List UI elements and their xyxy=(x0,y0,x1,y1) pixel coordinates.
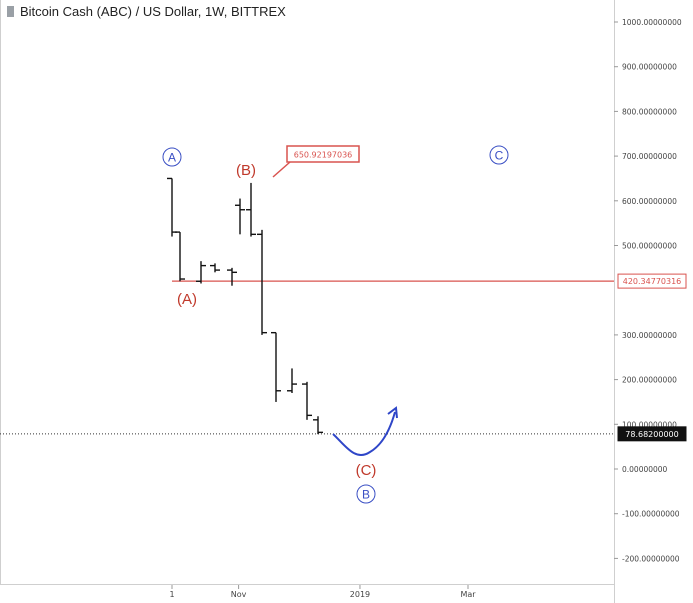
arrowhead-icon xyxy=(387,406,398,419)
wave-circle xyxy=(162,147,182,167)
wave-circle xyxy=(489,145,509,165)
price-axis: 1000.00000000 900.00000000 800.00000000 700… xyxy=(614,18,682,563)
resistance-price-tag xyxy=(617,273,687,289)
ohlc-bar xyxy=(210,263,220,273)
ohlc-bars xyxy=(167,177,323,435)
ohlc-bar xyxy=(313,416,323,435)
y-tick-label: -100.00000000 xyxy=(622,510,680,519)
x-tick-label: Mar xyxy=(460,590,476,599)
wave-label-paren-b: (B) xyxy=(236,162,256,179)
wave-label-text: A xyxy=(168,151,176,165)
current-price-tag xyxy=(617,426,687,442)
wave-label-text: B xyxy=(362,488,370,502)
callout-pointer xyxy=(272,161,291,178)
y-tick-label: 600.00000000 xyxy=(622,197,677,206)
projection-arrow xyxy=(332,406,398,456)
ohlc-bar xyxy=(235,198,245,235)
time-axis: 1 Nov 2019 Mar xyxy=(169,585,476,599)
y-tick-label: 900.00000000 xyxy=(622,63,677,72)
ohlc-bar xyxy=(302,381,312,420)
wave-label-paren-c: (C) xyxy=(356,462,377,479)
y-tick-label: 300.00000000 xyxy=(622,331,677,340)
ohlc-bar xyxy=(257,229,267,335)
price-tag-label: 420.34770316 xyxy=(623,277,682,286)
wave-label-circled-c: C xyxy=(489,145,509,165)
drag-handle-icon[interactable] xyxy=(7,6,14,17)
price-callout: 650.92197036 xyxy=(272,145,360,178)
horizontal-lines: 420.34770316 78.68200000 xyxy=(0,273,687,442)
x-tick-label: 2019 xyxy=(350,590,370,599)
y-tick-label: 200.00000000 xyxy=(622,376,677,385)
y-tick-label: 800.00000000 xyxy=(622,107,677,116)
wave-circle xyxy=(356,484,376,504)
y-tick-label: 100.00000000 xyxy=(622,420,677,429)
chart-title: Bitcoin Cash (ABC) / US Dollar, 1W, BITT… xyxy=(20,4,286,19)
x-tick-label: Nov xyxy=(231,590,247,599)
y-tick-label: 0.00000000 xyxy=(622,465,668,474)
ohlc-bar xyxy=(271,331,281,402)
ohlc-bar xyxy=(287,368,297,394)
wave-label-circled-a: A xyxy=(162,147,182,167)
wave-label-circled-b: B xyxy=(356,484,376,504)
ohlc-bar xyxy=(175,231,185,282)
wave-label-paren-a: (A) xyxy=(177,291,197,308)
x-tick-label: 1 xyxy=(169,590,174,599)
y-tick-label: 500.00000000 xyxy=(622,242,677,251)
callout-box xyxy=(286,145,360,163)
projection-curve xyxy=(332,411,396,456)
price-tag-label: 78.68200000 xyxy=(625,430,678,439)
y-tick-label: 1000.00000000 xyxy=(622,18,682,27)
ohlc-bar xyxy=(246,182,256,237)
wave-label-text: C xyxy=(495,149,504,163)
y-tick-label: 700.00000000 xyxy=(622,152,677,161)
ohlc-bar xyxy=(227,267,237,286)
y-tick-label: -200.00000000 xyxy=(622,554,680,563)
ohlc-bar xyxy=(196,261,206,284)
callout-label: 650.92197036 xyxy=(294,151,353,160)
